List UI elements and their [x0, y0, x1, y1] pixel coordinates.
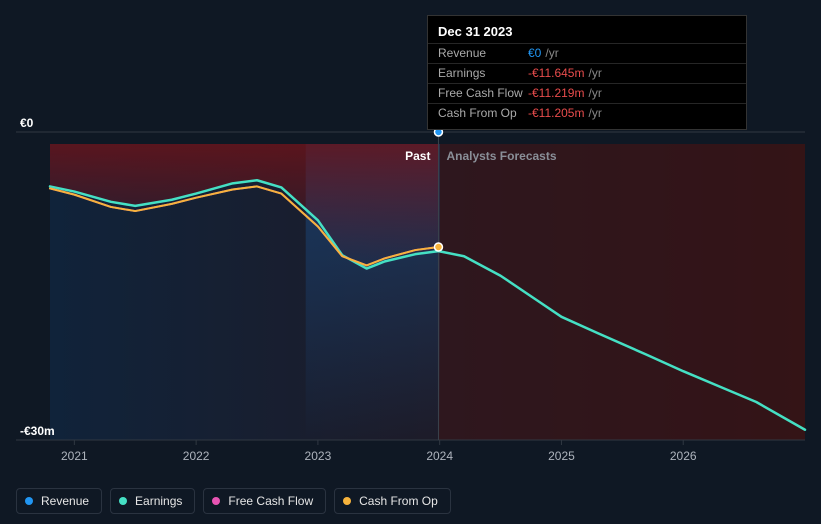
x-axis-tick: 2025	[548, 449, 575, 463]
tooltip-date: Dec 31 2023	[428, 22, 746, 43]
legend-label: Revenue	[41, 494, 89, 508]
past-label: Past	[405, 149, 430, 163]
legend-label: Cash From Op	[359, 494, 438, 508]
legend-label: Earnings	[135, 494, 182, 508]
legend-label: Free Cash Flow	[228, 494, 313, 508]
y-axis-label: €0	[20, 116, 34, 130]
legend-dot-icon	[343, 497, 351, 505]
x-axis-tick: 2022	[183, 449, 210, 463]
tooltip-row-fcf: Free Cash Flow-€11.219m/yr	[428, 83, 746, 103]
legend-item-revenue[interactable]: Revenue	[16, 488, 102, 514]
tooltip-row-cfo: Cash From Op-€11.205m/yr	[428, 103, 746, 123]
legend-item-cfo[interactable]: Cash From Op	[334, 488, 451, 514]
x-axis-tick: 2024	[426, 449, 453, 463]
x-axis-tick: 2026	[670, 449, 697, 463]
tooltip-row-revenue: Revenue€0/yr	[428, 43, 746, 63]
x-axis-tick: 2021	[61, 449, 88, 463]
legend-dot-icon	[25, 497, 33, 505]
legend-dot-icon	[212, 497, 220, 505]
marker-cfo	[434, 243, 442, 251]
legend-dot-icon	[119, 497, 127, 505]
legend-item-earnings[interactable]: Earnings	[110, 488, 195, 514]
x-axis-tick: 2023	[305, 449, 332, 463]
legend-item-fcf[interactable]: Free Cash Flow	[203, 488, 326, 514]
y-axis-label: -€30m	[20, 424, 55, 438]
chart-tooltip: Dec 31 2023 Revenue€0/yrEarnings-€11.645…	[427, 15, 747, 130]
tooltip-row-earnings: Earnings-€11.645m/yr	[428, 63, 746, 83]
chart-legend: Revenue Earnings Free Cash Flow Cash From O…	[16, 488, 451, 514]
financial-chart: €0 -€30m 2021 2022 2023 2024 2025 2026 Past Analy…	[0, 0, 821, 524]
forecast-label: Analysts Forecasts	[446, 149, 556, 163]
